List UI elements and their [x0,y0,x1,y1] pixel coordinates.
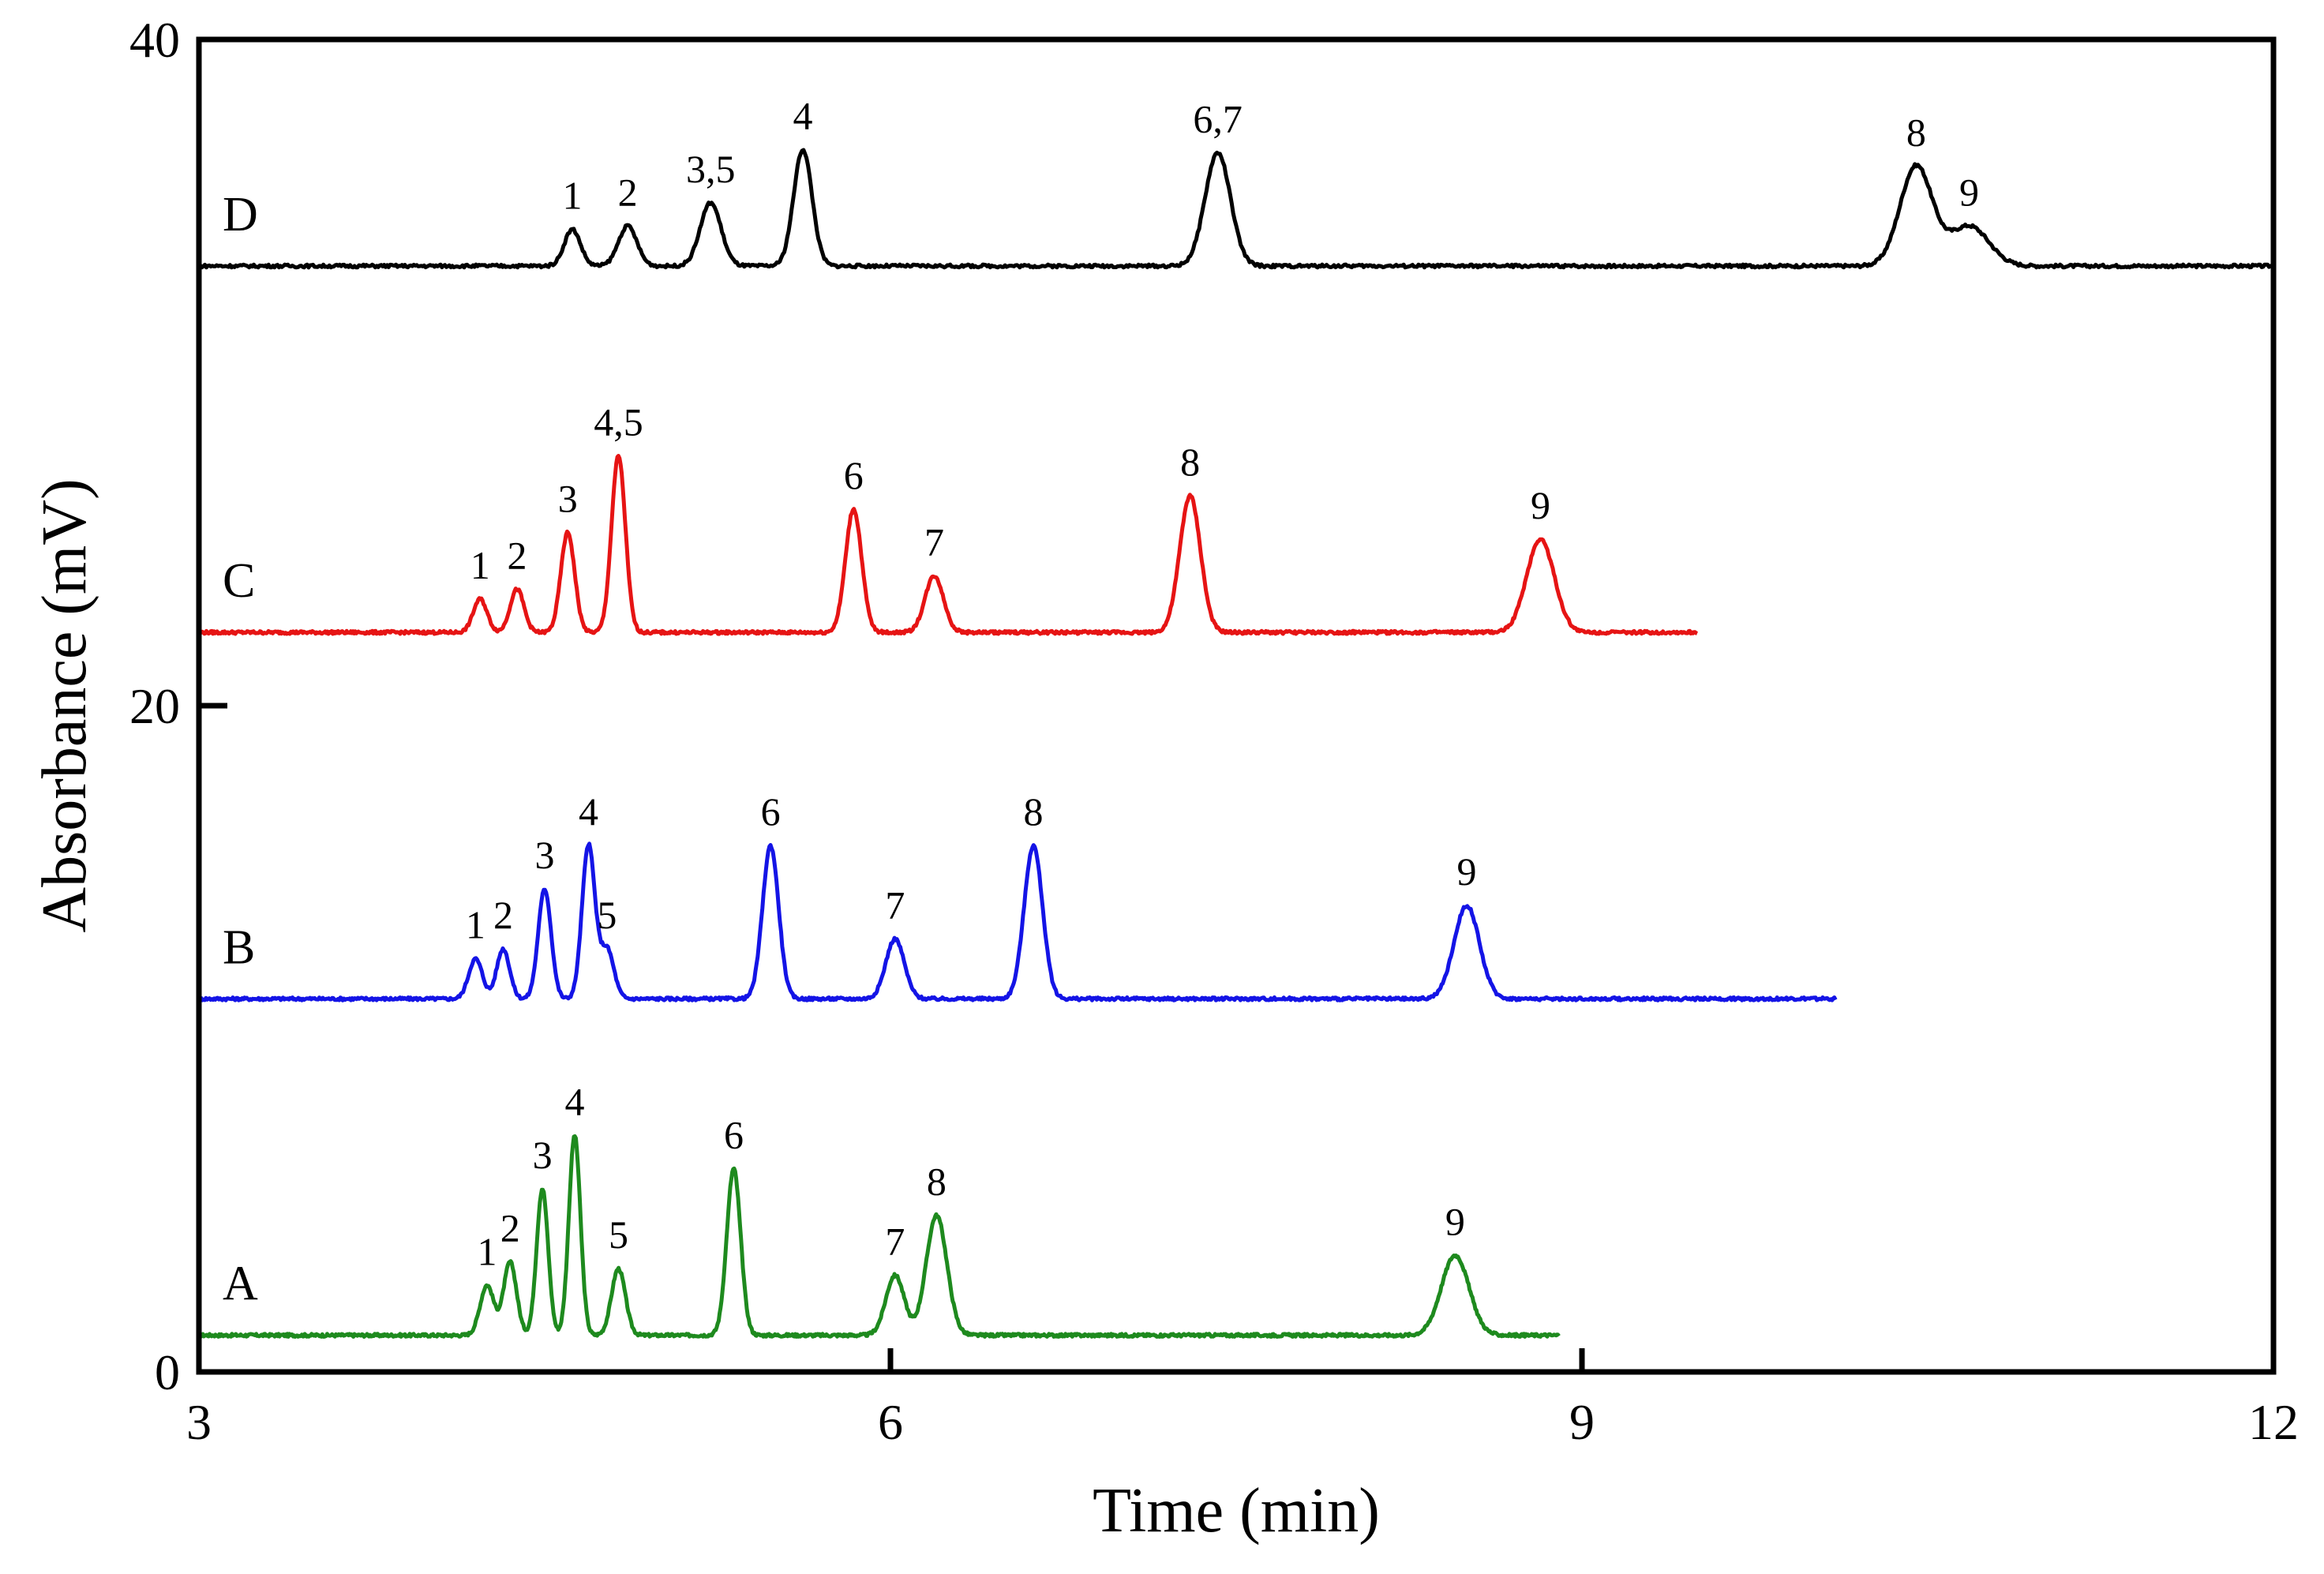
peak-label: 6 [844,453,864,497]
peak-label: 3 [535,833,555,877]
peak-label: 9 [1959,170,1979,214]
y-axis-title: Absorbance (mV) [30,478,99,932]
peak-label: 4 [564,1079,584,1123]
x-tick-label: 9 [1569,1394,1595,1450]
peak-label: 8 [1906,110,1926,154]
peak-label: 6,7 [1193,96,1243,141]
peak-label: 9 [1531,483,1550,527]
trace-line-a [197,1134,1561,1339]
peak-label: 9 [1445,1199,1465,1243]
peak-label: 7 [924,519,944,564]
trace-label-a: A [223,1257,258,1311]
peak-label: 3 [558,477,578,521]
y-tick-label: 20 [129,678,180,734]
trace-group [197,148,2275,1339]
peak-label: 1 [466,903,485,947]
trace-line-b [197,841,1838,1002]
peak-label: 6 [724,1113,744,1157]
peak-label: 5 [597,893,617,937]
peak-label: 3,5 [686,147,736,191]
peak-label: 4 [579,789,598,834]
peak-label: 2 [618,170,638,214]
x-axis-title: Time (min) [1093,1476,1380,1546]
trace-label-b: B [223,920,255,974]
peak-label: 2 [493,893,513,937]
peak-label: 6 [761,789,781,834]
peak-label: 8 [1180,440,1200,484]
peak-label: 1 [470,543,490,587]
peak-label: 2 [500,1206,520,1250]
peak-label: 8 [1024,789,1044,834]
peak-label: 4,5 [594,400,643,444]
plot-frame [196,36,2277,1375]
y-tick-label: 40 [129,12,180,68]
y-tick-label: 0 [155,1344,180,1400]
peak-label: 7 [885,883,905,927]
trace-label-c: C [223,554,255,608]
peak-label: 2 [507,533,527,577]
peak-label: 1 [563,174,583,218]
peak-label: 8 [927,1160,946,1204]
peak-label: 1 [478,1229,497,1273]
x-tick-label: 6 [878,1394,903,1450]
trace-line-c [197,454,1699,636]
peak-label: 3 [533,1133,553,1177]
peak-label: 9 [1457,849,1477,894]
peak-label: 5 [609,1212,628,1257]
x-tick-label: 3 [186,1394,212,1450]
trace-label-d: D [223,188,258,242]
peak-label: 7 [885,1220,905,1264]
trace-line-d [198,148,2275,270]
trace-label-group: A B C D [223,188,258,1311]
x-tick-label: 12 [2248,1394,2299,1450]
peak-label: 4 [793,93,813,137]
